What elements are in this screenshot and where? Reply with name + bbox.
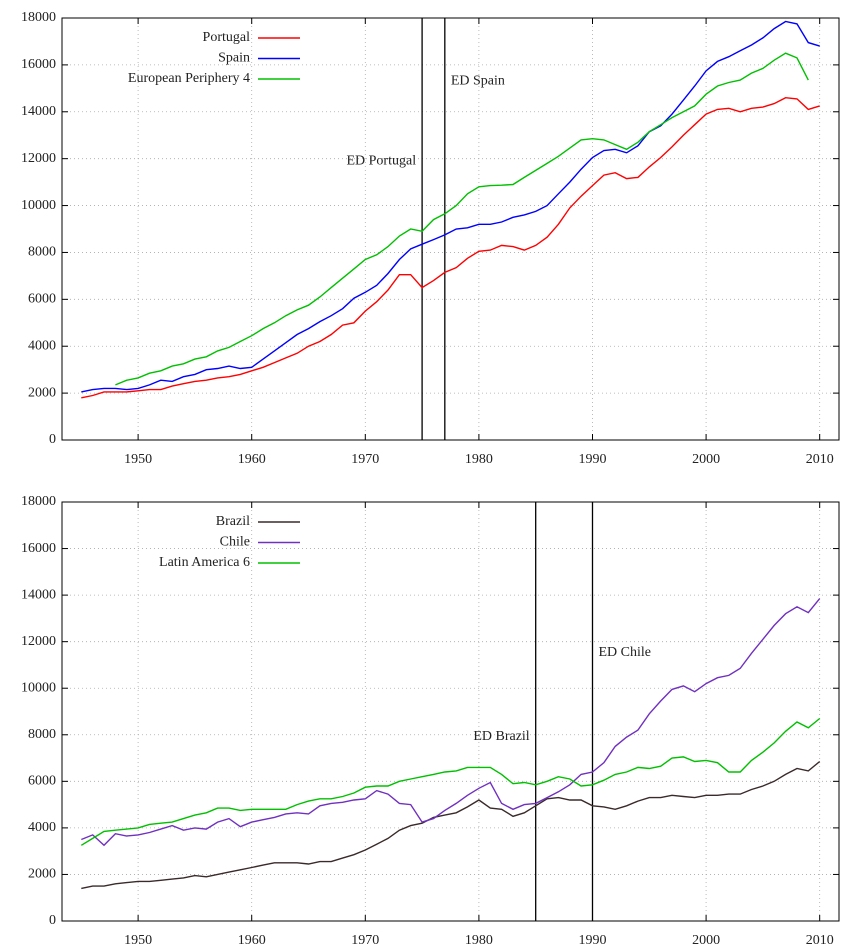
y-tick-label: 16000 bbox=[21, 541, 56, 556]
x-tick-label: 1980 bbox=[465, 933, 493, 948]
legend-label: Spain bbox=[218, 51, 250, 66]
x-tick-label: 2010 bbox=[806, 452, 834, 467]
x-tick-label: 2000 bbox=[692, 933, 720, 948]
plot-frame bbox=[61, 17, 840, 441]
y-tick-label: 6000 bbox=[28, 292, 56, 307]
x-tick-label: 1990 bbox=[578, 452, 606, 467]
y-tick-label: 4000 bbox=[28, 338, 56, 353]
y-tick-label: 4000 bbox=[28, 820, 56, 835]
y-tick-label: 0 bbox=[49, 913, 56, 928]
y-tick-label: 12000 bbox=[21, 634, 56, 649]
plot-frame bbox=[61, 501, 840, 922]
x-tick-label: 1960 bbox=[238, 933, 266, 948]
y-tick-label: 14000 bbox=[21, 587, 56, 602]
y-tick-label: 18000 bbox=[21, 494, 56, 509]
y-tick-label: 14000 bbox=[21, 104, 56, 119]
legend-label: Latin America 6 bbox=[159, 555, 250, 570]
y-tick-label: 18000 bbox=[21, 10, 56, 25]
x-tick-label: 1950 bbox=[124, 452, 152, 467]
x-tick-label: 1980 bbox=[465, 452, 493, 467]
x-tick-label: 1950 bbox=[124, 933, 152, 948]
x-tick-label: 1970 bbox=[351, 452, 379, 467]
legend-label: Portugal bbox=[203, 30, 251, 45]
y-tick-label: 6000 bbox=[28, 774, 56, 789]
y-tick-label: 10000 bbox=[21, 680, 56, 695]
y-tick-label: 10000 bbox=[21, 198, 56, 213]
legend-label: Brazil bbox=[216, 514, 250, 529]
x-tick-label: 1970 bbox=[351, 933, 379, 948]
x-tick-label: 1990 bbox=[578, 933, 606, 948]
event-label: ED Chile bbox=[598, 645, 651, 660]
y-tick-label: 0 bbox=[49, 432, 56, 447]
series-line bbox=[81, 598, 821, 847]
series-line bbox=[115, 52, 809, 386]
y-tick-label: 12000 bbox=[21, 151, 56, 166]
y-tick-label: 2000 bbox=[28, 867, 56, 882]
y-tick-label: 8000 bbox=[28, 727, 56, 742]
series-line bbox=[81, 96, 820, 399]
y-tick-label: 8000 bbox=[28, 245, 56, 260]
series-line bbox=[81, 760, 821, 890]
y-tick-label: 16000 bbox=[21, 57, 56, 72]
x-tick-label: 1960 bbox=[238, 452, 266, 467]
legend-label: European Periphery 4 bbox=[128, 71, 250, 86]
event-label: ED Portugal bbox=[346, 154, 416, 169]
series-line bbox=[80, 717, 821, 846]
y-tick-label: 2000 bbox=[28, 385, 56, 400]
event-label: ED Spain bbox=[451, 74, 505, 89]
x-tick-label: 2000 bbox=[692, 452, 720, 467]
event-label: ED Brazil bbox=[473, 729, 529, 744]
series-line bbox=[81, 20, 820, 393]
legend-label: Chile bbox=[220, 535, 250, 550]
x-tick-label: 2010 bbox=[806, 933, 834, 948]
